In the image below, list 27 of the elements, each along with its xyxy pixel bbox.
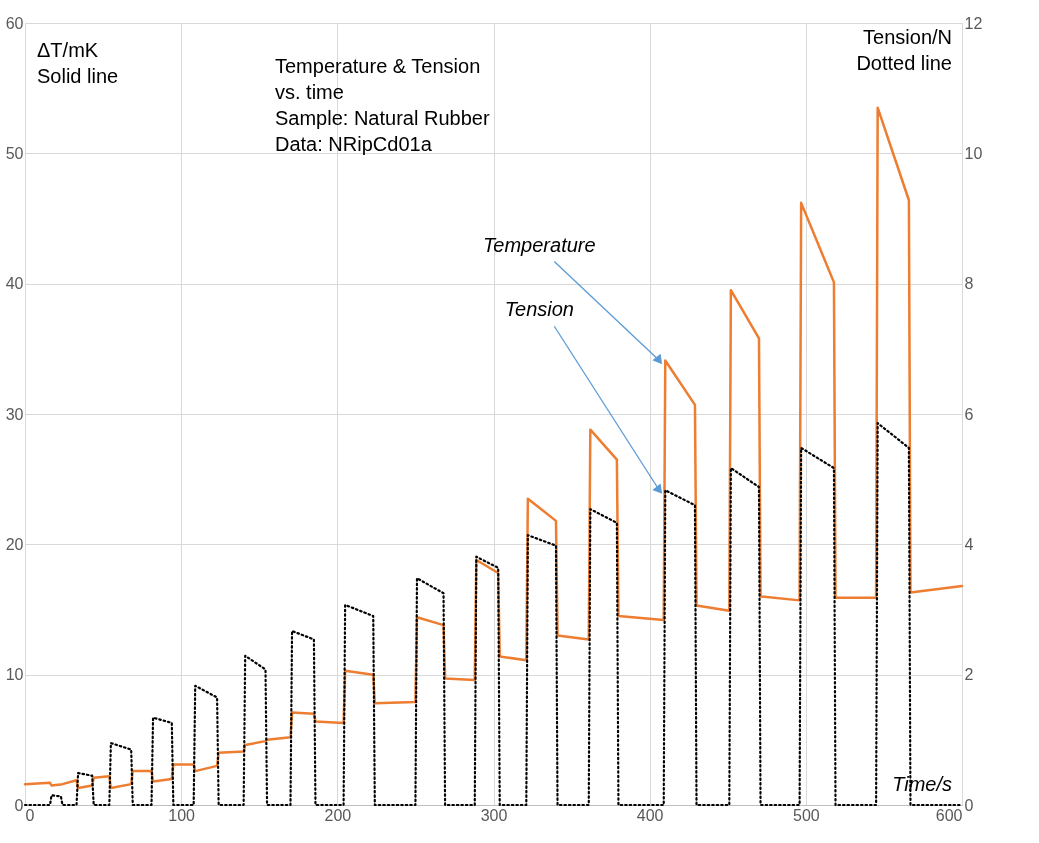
y2-tick-label: 2 xyxy=(964,666,974,684)
y-tick-label: 20 xyxy=(5,535,24,553)
y-axis-title: ΔT/mK Solid line xyxy=(37,39,119,87)
y2-tick-label: 6 xyxy=(964,405,974,423)
y-tick-label: 40 xyxy=(5,275,24,293)
y-tick-label: 30 xyxy=(5,405,24,423)
annotation: Temperature xyxy=(482,233,596,256)
y-tick-label: 60 xyxy=(5,14,24,32)
y2-tick-label: 12 xyxy=(964,14,983,32)
y2-tick-label: 4 xyxy=(964,535,974,553)
text: Temperature & Tension vs. time xyxy=(275,55,481,103)
x-tick-label: 300 xyxy=(480,806,508,824)
x-tick-label: 500 xyxy=(792,806,820,824)
y2-tick-label: 8 xyxy=(964,275,974,293)
x-tick-label: 200 xyxy=(324,806,352,824)
y-tick-label: 10 xyxy=(5,666,24,684)
y2-axis-title: Tension/N Dotted line xyxy=(856,26,952,74)
x-axis-title: Time/s xyxy=(892,773,952,795)
x-tick-label: 100 xyxy=(168,806,196,824)
y2-tick-label: 10 xyxy=(964,144,983,162)
annotation: Sample: Natural Rubber xyxy=(275,107,490,129)
x-tick-label: 400 xyxy=(636,806,664,824)
x-tick-label: 0 xyxy=(25,806,35,824)
x-tick-label: 600 xyxy=(935,806,963,824)
annotation: Tension xyxy=(504,298,574,321)
y-tick-label: 50 xyxy=(5,144,24,162)
annotation: Data: NRipCd01a xyxy=(275,133,433,155)
